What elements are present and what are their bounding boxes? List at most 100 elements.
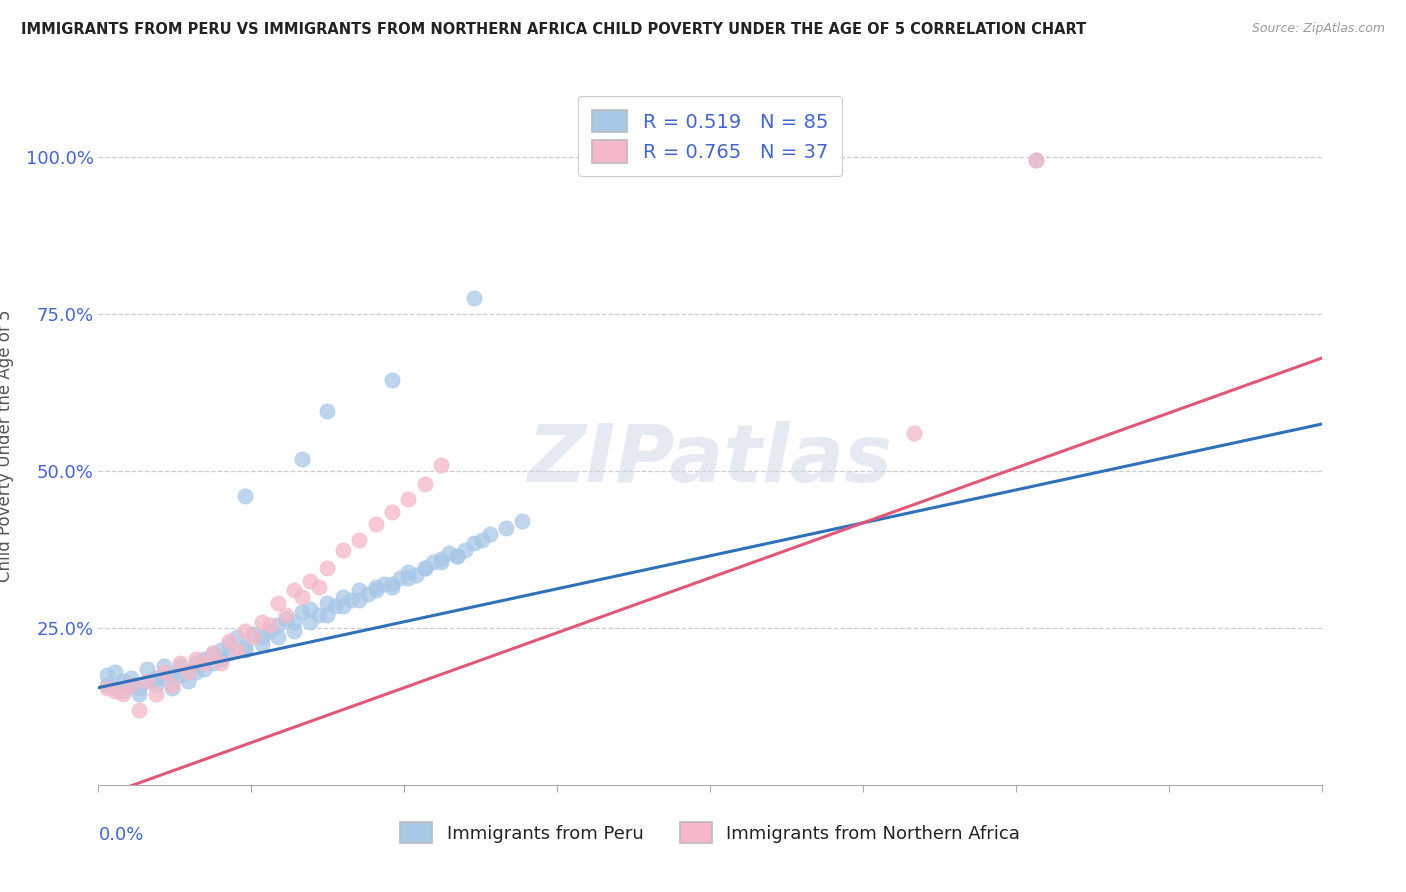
Point: [430, 458, 453, 472]
Point: [308, 608, 330, 623]
Point: [381, 373, 404, 387]
Point: [512, 514, 534, 528]
Point: [226, 643, 249, 657]
Point: [446, 549, 468, 563]
Point: [259, 618, 281, 632]
Point: [218, 633, 240, 648]
Point: [299, 615, 322, 629]
Point: [242, 627, 264, 641]
Point: [136, 674, 159, 689]
Point: [111, 683, 134, 698]
Point: [413, 561, 436, 575]
Point: [160, 677, 183, 691]
Point: [396, 571, 419, 585]
Point: [186, 652, 208, 666]
Point: [283, 615, 305, 629]
Point: [152, 658, 174, 673]
Point: [495, 520, 517, 534]
Point: [160, 668, 183, 682]
Point: [145, 671, 167, 685]
Point: [364, 517, 387, 532]
Y-axis label: Child Poverty Under the Age of 5: Child Poverty Under the Age of 5: [0, 310, 14, 582]
Point: [315, 596, 337, 610]
Point: [96, 668, 118, 682]
Point: [136, 662, 159, 676]
Point: [120, 677, 142, 691]
Point: [128, 703, 150, 717]
Point: [308, 580, 330, 594]
Point: [250, 631, 273, 645]
Point: [209, 656, 232, 670]
Point: [291, 451, 314, 466]
Point: [96, 681, 118, 695]
Point: [104, 681, 127, 695]
Point: [446, 549, 468, 563]
Point: [463, 292, 485, 306]
Point: [259, 624, 281, 639]
Point: [396, 492, 419, 507]
Text: 0.0%: 0.0%: [98, 826, 143, 844]
Point: [250, 637, 273, 651]
Point: [389, 571, 412, 585]
Point: [283, 624, 305, 639]
Point: [396, 565, 419, 579]
Point: [242, 631, 264, 645]
Point: [186, 665, 208, 679]
Point: [218, 637, 240, 651]
Text: IMMIGRANTS FROM PERU VS IMMIGRANTS FROM NORTHERN AFRICA CHILD POVERTY UNDER THE : IMMIGRANTS FROM PERU VS IMMIGRANTS FROM …: [21, 22, 1087, 37]
Point: [177, 674, 200, 689]
Point: [323, 599, 346, 613]
Point: [96, 677, 118, 691]
Point: [209, 643, 232, 657]
Point: [1025, 153, 1047, 168]
Point: [145, 687, 167, 701]
Point: [332, 599, 354, 613]
Point: [381, 580, 404, 594]
Point: [267, 618, 290, 632]
Point: [136, 674, 159, 689]
Point: [193, 656, 215, 670]
Point: [413, 476, 436, 491]
Point: [283, 583, 305, 598]
Text: ZIPatlas: ZIPatlas: [527, 420, 893, 499]
Point: [405, 567, 427, 582]
Point: [430, 555, 453, 569]
Point: [349, 592, 371, 607]
Point: [299, 574, 322, 588]
Point: [209, 652, 232, 666]
Point: [463, 536, 485, 550]
Point: [267, 631, 290, 645]
Point: [422, 555, 444, 569]
Point: [299, 602, 322, 616]
Point: [471, 533, 494, 548]
Point: [373, 577, 395, 591]
Point: [381, 577, 404, 591]
Point: [233, 643, 256, 657]
Point: [274, 608, 297, 623]
Point: [233, 640, 256, 654]
Point: [364, 583, 387, 598]
Text: Source: ZipAtlas.com: Source: ZipAtlas.com: [1251, 22, 1385, 36]
Point: [152, 671, 174, 685]
Point: [478, 527, 501, 541]
Point: [233, 489, 256, 503]
Point: [332, 542, 354, 557]
Point: [145, 677, 167, 691]
Point: [454, 542, 477, 557]
Point: [201, 646, 224, 660]
Point: [291, 605, 314, 619]
Point: [267, 596, 290, 610]
Point: [381, 505, 404, 519]
Point: [111, 687, 134, 701]
Point: [315, 561, 337, 575]
Point: [177, 665, 200, 679]
Point: [169, 656, 191, 670]
Point: [1025, 153, 1047, 168]
Point: [340, 592, 363, 607]
Point: [201, 646, 224, 660]
Legend: Immigrants from Peru, Immigrants from Northern Africa: Immigrants from Peru, Immigrants from No…: [392, 815, 1028, 850]
Point: [903, 426, 925, 441]
Point: [349, 583, 371, 598]
Point: [218, 646, 240, 660]
Point: [104, 683, 127, 698]
